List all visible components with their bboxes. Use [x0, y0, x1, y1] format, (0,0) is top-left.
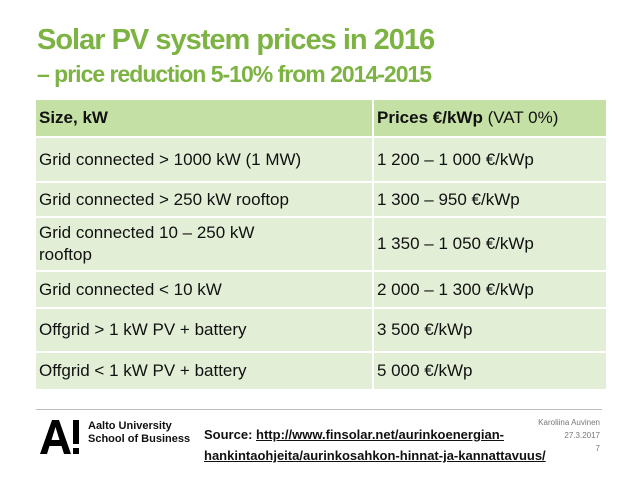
slide-meta: Karoliina Auvinen 27.3.2017 7 — [538, 416, 600, 455]
footer-divider — [36, 409, 602, 410]
header-prices: Prices €/kWp (VAT 0%) — [373, 100, 606, 138]
source-label: Source: — [204, 427, 253, 442]
table-row: Offgrid < 1 kW PV + battery 5 000 €/kWp — [36, 352, 606, 391]
slide-title: Solar PV system prices in 2016 – price r… — [37, 22, 435, 90]
row-size-cell: Grid connected > 1000 kW (1 MW) — [36, 137, 374, 183]
source-link-part2[interactable]: hankintaohjeita/aurinkosahkon-hinnat-ja-… — [204, 448, 546, 463]
table-row: Grid connected > 250 kW rooftop 1 300 – … — [36, 182, 606, 218]
table-row: Grid connected 10 – 250 kW rooftop 1 350… — [36, 217, 606, 272]
row-size-cell: Offgrid < 1 kW PV + battery — [36, 352, 374, 391]
source-citation: Source: http://www.finsolar.net/aurinkoe… — [204, 424, 546, 466]
row-size-cell: Grid connected > 250 kW rooftop — [36, 182, 374, 218]
price-table: Size, kW Prices €/kWp (VAT 0%) Grid conn… — [36, 100, 606, 391]
header-vat-note: (VAT 0%) — [487, 108, 559, 127]
row-price-cell: 3 500 €/kWp — [373, 308, 606, 353]
author-name: Karoliina Auvinen — [538, 418, 600, 427]
row-price-cell: 2 000 – 1 300 €/kWp — [373, 271, 606, 309]
table-row: Grid connected > 1000 kW (1 MW) 1 200 – … — [36, 137, 606, 183]
org-name-line1: Aalto University — [88, 420, 172, 432]
org-name: Aalto University School of Business — [88, 420, 190, 446]
row-size-cell: Offgrid > 1 kW PV + battery — [36, 308, 374, 353]
table-row: Grid connected < 10 kW 2 000 – 1 300 €/k… — [36, 271, 606, 309]
row-size-cell: Grid connected < 10 kW — [36, 271, 374, 309]
header-prices-label: Prices €/kWp — [377, 108, 483, 127]
header-size: Size, kW — [36, 100, 374, 138]
title-main: Solar PV system prices in 2016 — [37, 24, 435, 56]
source-link-part1[interactable]: http://www.finsolar.net/aurinkoenergian- — [256, 427, 505, 442]
table-header-row: Size, kW Prices €/kWp (VAT 0%) — [36, 100, 606, 138]
slide-date: 27.3.2017 — [564, 431, 600, 440]
row-price-cell: 1 350 – 1 050 €/kWp — [373, 217, 606, 272]
row-size-cell: Grid connected 10 – 250 kW rooftop — [36, 217, 374, 272]
row-price-cell: 1 200 – 1 000 €/kWp — [373, 137, 606, 183]
title-subtitle: – price reduction 5-10% from 2014-2015 — [37, 61, 432, 87]
page-number: 7 — [595, 444, 600, 453]
aalto-logo: A! Aalto University School of Business — [38, 416, 208, 456]
org-name-line2: School of Business — [88, 433, 191, 445]
table-row: Offgrid > 1 kW PV + battery 3 500 €/kWp — [36, 308, 606, 353]
row-price-cell: 5 000 €/kWp — [373, 352, 606, 391]
row-price-cell: 1 300 – 950 €/kWp — [373, 182, 606, 218]
aalto-logo-mark: A! — [40, 420, 79, 454]
